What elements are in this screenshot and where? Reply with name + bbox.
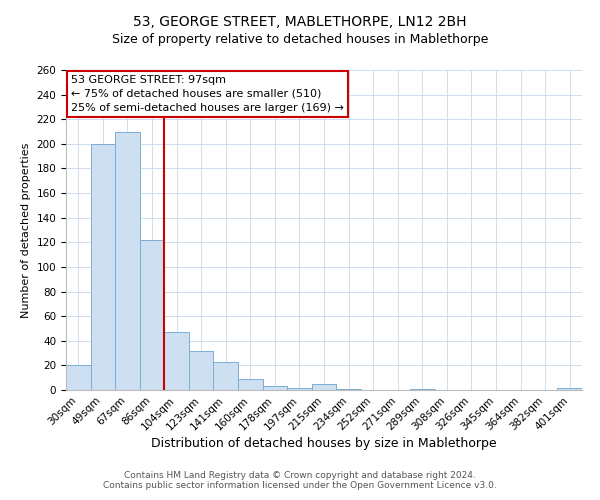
Bar: [263, 386, 287, 390]
Y-axis label: Number of detached properties: Number of detached properties: [21, 142, 31, 318]
Bar: [91, 144, 115, 390]
Text: Size of property relative to detached houses in Mablethorpe: Size of property relative to detached ho…: [112, 32, 488, 46]
Bar: [557, 388, 582, 390]
Bar: [164, 332, 189, 390]
Bar: [312, 384, 336, 390]
Bar: [336, 389, 361, 390]
Bar: [66, 366, 91, 390]
Text: 53 GEORGE STREET: 97sqm
← 75% of detached houses are smaller (510)
25% of semi-d: 53 GEORGE STREET: 97sqm ← 75% of detache…: [71, 75, 344, 113]
Text: 53, GEORGE STREET, MABLETHORPE, LN12 2BH: 53, GEORGE STREET, MABLETHORPE, LN12 2BH: [133, 15, 467, 29]
Bar: [189, 350, 214, 390]
Bar: [238, 379, 263, 390]
X-axis label: Distribution of detached houses by size in Mablethorpe: Distribution of detached houses by size …: [151, 438, 497, 450]
Bar: [115, 132, 140, 390]
Text: Contains HM Land Registry data © Crown copyright and database right 2024.: Contains HM Land Registry data © Crown c…: [124, 471, 476, 480]
Bar: [287, 388, 312, 390]
Text: Contains public sector information licensed under the Open Government Licence v3: Contains public sector information licen…: [103, 481, 497, 490]
Bar: [140, 240, 164, 390]
Bar: [410, 389, 434, 390]
Bar: [214, 362, 238, 390]
